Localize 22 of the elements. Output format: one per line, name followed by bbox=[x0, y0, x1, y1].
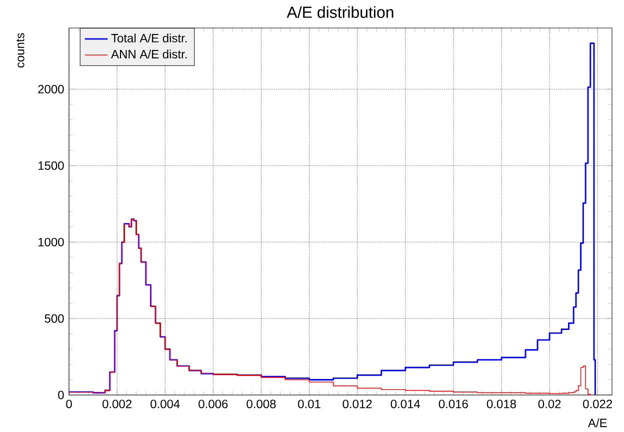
x-tick-label: 0.01 bbox=[298, 400, 320, 408]
x-tick-label: 0.016 bbox=[438, 400, 468, 408]
x-tick-label: 0.006 bbox=[198, 400, 228, 408]
x-tick-label: 0.002 bbox=[102, 400, 132, 408]
y-tick-label: 1000 bbox=[38, 238, 64, 246]
x-axis-title: A/E bbox=[588, 418, 607, 428]
y-tick-label: 2000 bbox=[38, 84, 64, 94]
x-tick-label: 0.022 bbox=[583, 400, 612, 408]
y-tick-label: 500 bbox=[44, 314, 64, 323]
x-tick-label: 0.02 bbox=[538, 400, 561, 408]
x-tick-label: 0 bbox=[66, 400, 72, 408]
y-axis-title: counts bbox=[16, 33, 24, 68]
y-tick-label: 0 bbox=[58, 390, 64, 400]
x-tick-label: 0.014 bbox=[390, 400, 420, 408]
x-tick-label: 0.004 bbox=[150, 400, 180, 408]
legend-label: ANN A/E distr. bbox=[111, 50, 187, 58]
x-tick-label: 0.008 bbox=[246, 400, 276, 408]
chart-title: A/E distribution bbox=[286, 6, 394, 18]
y-tick-label: 1500 bbox=[38, 161, 64, 170]
x-tick-label: 0.012 bbox=[342, 400, 372, 408]
legend-label: Total A/E distr. bbox=[111, 34, 187, 42]
x-tick-label: 0.018 bbox=[486, 400, 516, 408]
